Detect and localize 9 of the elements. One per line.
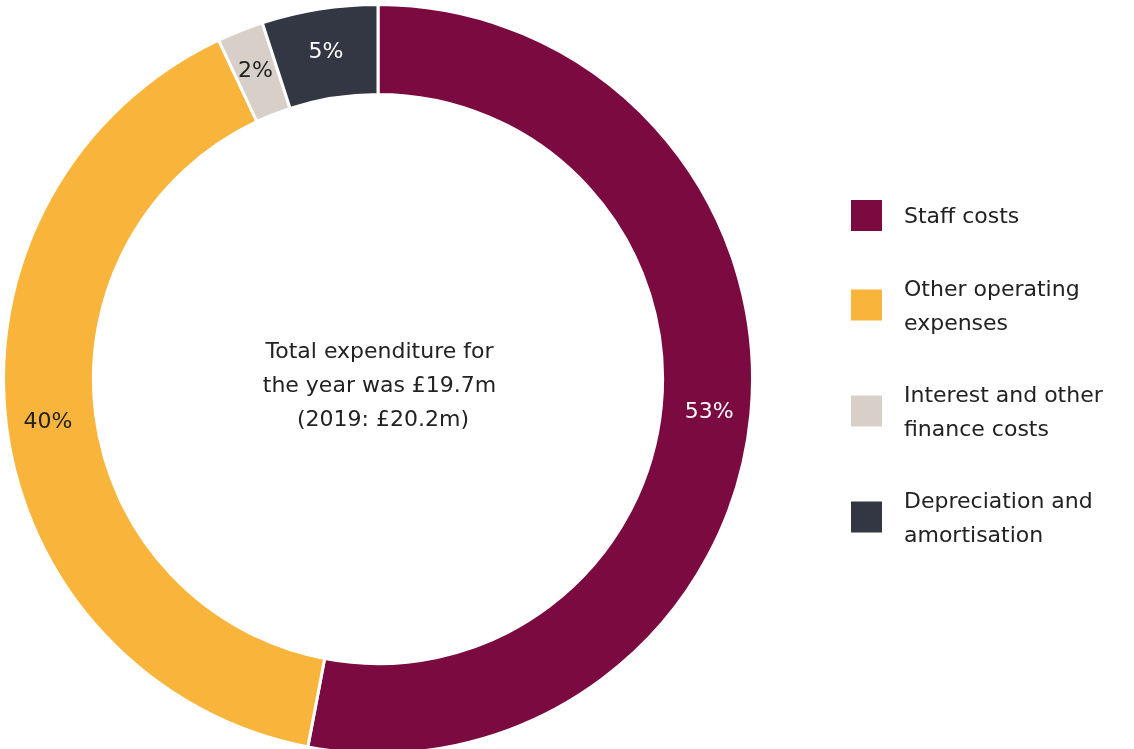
data-label: 5% xyxy=(308,38,344,64)
data-label: 53% xyxy=(684,397,734,423)
text: Total expenditure for the year was £19.7m (2019: £20.2m) xyxy=(262,337,504,431)
legend-label: Staff costs xyxy=(904,203,1020,228)
legend-label: Interest and other finance costs xyxy=(904,381,1110,441)
data-label: 40% xyxy=(23,408,73,434)
legend-label: Depreciation and amortisation xyxy=(904,487,1100,547)
legend-label: Other operating expenses xyxy=(904,275,1087,335)
data-label: 2% xyxy=(238,57,274,83)
